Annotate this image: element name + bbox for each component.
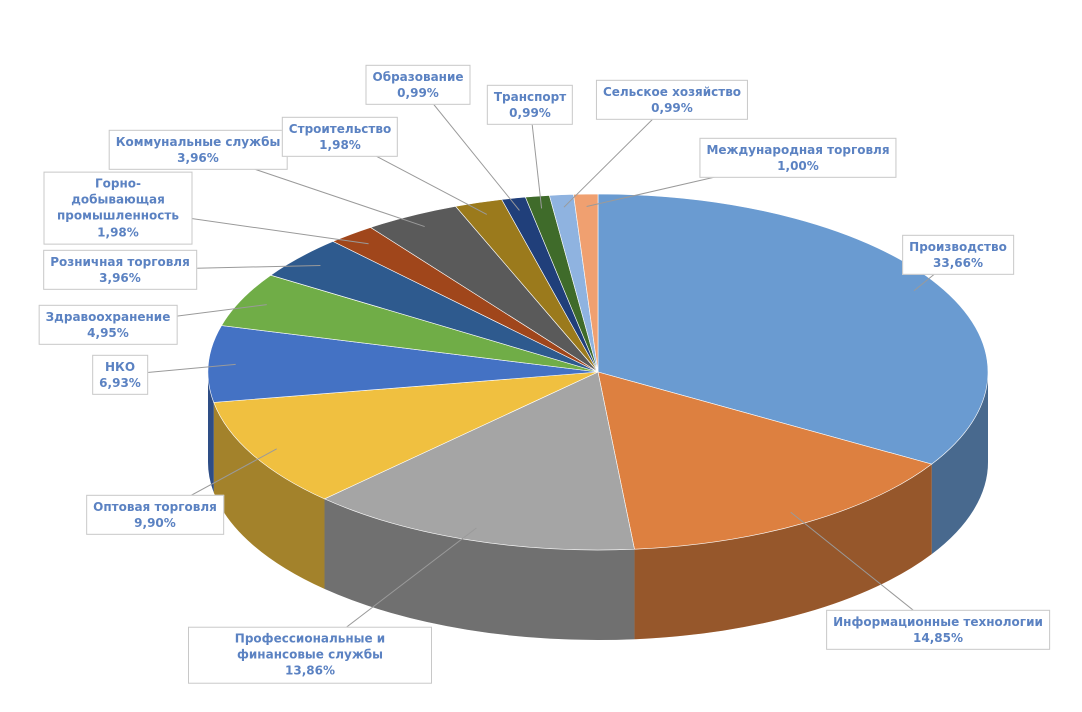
category-label: Производство (909, 239, 1007, 254)
category-label: Розничная торговля (50, 254, 190, 269)
value-label: 4,95% (87, 326, 129, 340)
value-label: 6,93% (99, 376, 141, 390)
value-label: 0,99% (397, 86, 439, 100)
slice (323, 371, 635, 551)
slice-side (208, 372, 214, 493)
slice-side (634, 464, 932, 640)
data-label: Здравоохранение 4,95% (38, 304, 178, 346)
category-label: Транспорт (493, 89, 567, 104)
data-label: Профессиональные и финансовые службы 13,8… (188, 626, 432, 684)
data-label: Розничная торговля 3,96% (43, 249, 197, 291)
value-label: 0,99% (509, 106, 551, 120)
data-label: НКО 6,93% (92, 354, 148, 396)
value-label: 1,00% (777, 159, 819, 173)
slice (597, 371, 933, 550)
data-label: Горно-добывающая промышленность 1,98% (43, 171, 193, 245)
value-label: 33,66% (933, 256, 983, 270)
slice-shade (634, 464, 932, 640)
category-label: Профессиональные и финансовые службы (234, 631, 386, 662)
data-label: Транспорт 0,99% (486, 84, 574, 126)
data-label: Международная торговля 1,00% (699, 137, 897, 179)
category-label: Горно-добывающая промышленность (57, 176, 179, 223)
value-label: 1,98% (97, 225, 139, 240)
category-label: Международная торговля (706, 142, 890, 157)
data-label: Информационные технологии 14,85% (826, 609, 1050, 651)
slice (207, 325, 599, 403)
leader-line (417, 84, 520, 211)
data-label: Коммунальные службы 3,96% (108, 129, 288, 171)
data-label: Оптовая торговля 9,90% (86, 494, 224, 536)
category-label: Оптовая торговля (93, 499, 217, 514)
slice (213, 371, 599, 500)
value-label: 3,96% (177, 151, 219, 165)
data-label: Сельское хозяйство 0,99% (595, 79, 749, 121)
slice-side (931, 372, 988, 555)
value-label: 1,98% (319, 138, 361, 152)
slice-side (324, 498, 635, 640)
value-label: 0,99% (651, 101, 693, 115)
slice (573, 193, 599, 373)
slice-shade (324, 498, 635, 640)
category-label: Строительство (288, 121, 392, 136)
category-label: Информационные технологии (833, 614, 1043, 629)
category-label: Здравоохранение (45, 309, 171, 324)
slice-side (213, 402, 325, 589)
slice-shade (208, 372, 214, 493)
value-label: 9,90% (134, 516, 176, 530)
category-label: Сельское хозяйство (602, 84, 742, 99)
slice (597, 193, 989, 465)
slice-shade (213, 402, 325, 589)
data-label: Образование 0,99% (365, 64, 471, 106)
value-label: 13,86% (285, 664, 335, 679)
category-label: Образование (372, 69, 464, 84)
category-label: Коммунальные службы (115, 134, 281, 149)
data-label: Производство 33,66% (902, 234, 1014, 276)
category-label: НКО (104, 359, 136, 374)
data-label: Строительство 1,98% (281, 116, 399, 158)
value-label: 14,85% (913, 631, 963, 645)
slice-shade (931, 372, 988, 555)
value-label: 3,96% (99, 271, 141, 285)
